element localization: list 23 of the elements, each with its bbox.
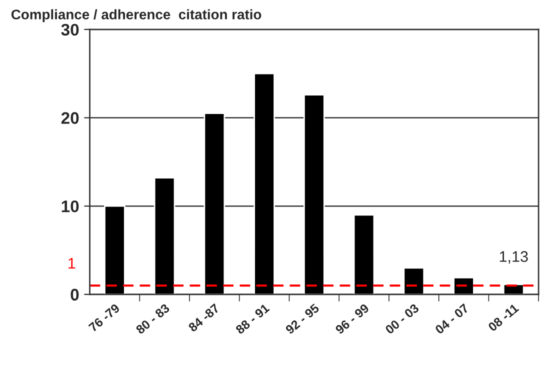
bar: [254, 72, 275, 294]
x-tick-label: 80 - 83: [135, 303, 170, 335]
bar: [154, 177, 176, 294]
x-tick-label: 04 - 07: [434, 303, 470, 334]
data-label: 1,13: [500, 251, 528, 264]
bar: [303, 94, 325, 294]
chart-title: Compliance / adherence citation ratio: [11, 9, 262, 22]
y-tick-label: 20: [61, 112, 79, 124]
y-tick-label: 10: [62, 200, 79, 212]
x-tick-label: 88 - 91: [235, 303, 270, 335]
y-tick-label: 30: [61, 24, 79, 36]
x-tick-label: 76 -79: [88, 303, 120, 332]
x-tick-label: 00 - 03: [384, 303, 420, 334]
ref-line-label: 1: [68, 258, 76, 269]
bar: [353, 214, 375, 294]
y-tick-label: 0: [70, 288, 79, 301]
bar: [403, 267, 425, 294]
x-tick-label: 92 - 95: [284, 303, 320, 334]
bar: [204, 112, 226, 294]
bar: [104, 205, 126, 294]
x-tick-label: 84 -87: [188, 303, 220, 332]
x-tick-label: 08 -11: [488, 303, 520, 332]
x-tick-label: 96 - 99: [334, 303, 370, 334]
